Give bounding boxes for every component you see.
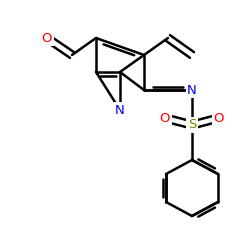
Text: N: N [187,84,197,96]
Text: N: N [115,104,125,117]
Text: O: O [160,112,170,124]
Text: O: O [214,112,224,124]
Text: S: S [188,118,196,132]
Text: O: O [42,32,52,44]
